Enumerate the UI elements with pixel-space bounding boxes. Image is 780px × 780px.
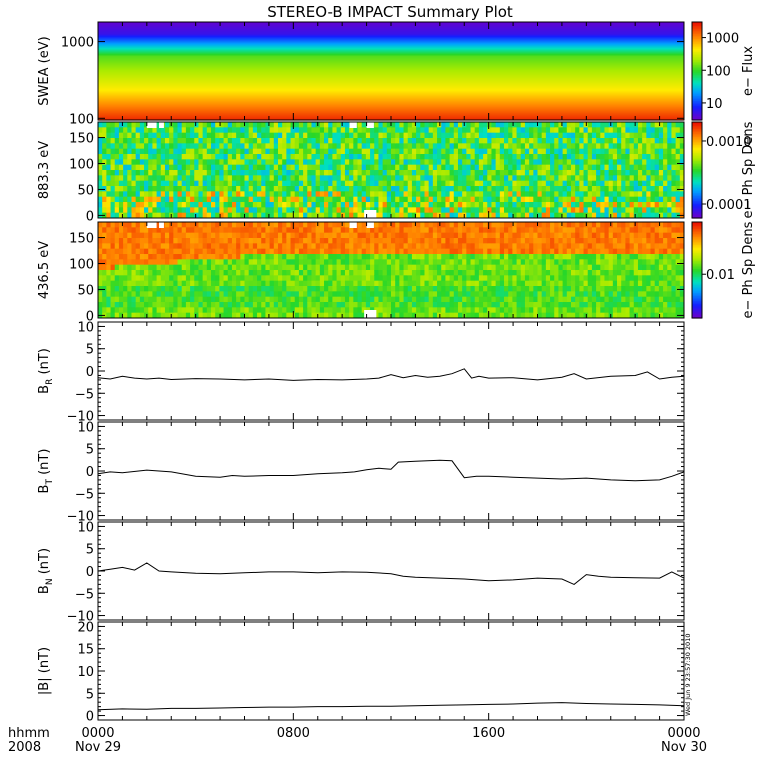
y-tick-label: −5	[75, 487, 94, 502]
series-line-bt	[97, 459, 685, 482]
y-tick-label: 10	[77, 420, 94, 435]
panel-br: −10 −5 0 5 10 BR (nT)	[37, 320, 685, 425]
colorbar-tick-label: 1000	[706, 32, 739, 47]
colorbar-tick-label: 0.01	[706, 268, 735, 283]
x-tick-date: Nov 30	[661, 740, 707, 755]
y-tick-label: 100	[69, 158, 94, 173]
y-tick-label: 150	[69, 132, 94, 147]
y-axis-label: BR (nT)	[37, 348, 55, 394]
panel-frame	[97, 621, 685, 721]
colorbar-tick-label: 0.0001	[706, 198, 752, 213]
colorbar-tick-label: 0.0010	[706, 135, 752, 150]
y-axis-label: SWEA (eV)	[37, 36, 52, 105]
colorbar-label: e− Flux	[741, 46, 756, 96]
heatmap-pad883	[98, 122, 685, 219]
y-tick-label: 5	[86, 343, 94, 358]
y-axis-label: BT (nT)	[37, 449, 55, 494]
y-tick-label: 150	[69, 232, 94, 247]
colorbar-tick-label: 100	[706, 64, 731, 79]
panel-pad436: 0.01 e− Ph Sp Dens 0 50 100 150 436.5 eV	[37, 221, 756, 324]
y-tick-label: 0	[86, 710, 94, 725]
series-line-bmag	[97, 702, 685, 711]
colorbar-tick-label: 10	[706, 97, 723, 112]
x-tick-date: Nov 29	[75, 740, 121, 755]
y-tick-label: 0	[86, 365, 94, 380]
y-tick-label: 50	[77, 283, 94, 298]
y-tick-label: 50	[77, 183, 94, 198]
y-tick-label: 0	[86, 309, 94, 324]
y-tick-label: 5	[86, 543, 94, 558]
x-row2-label: 2008	[8, 740, 41, 755]
y-tick-label: −10	[67, 510, 94, 525]
x-tick-time: 0000	[667, 726, 700, 741]
y-axis-label: 436.5 eV	[37, 241, 52, 299]
panel-bt: −10 −5 0 5 10 BT (nT)	[37, 420, 685, 525]
plot-title: STEREO-B IMPACT Summary Plot	[267, 3, 513, 21]
y-tick-label: −5	[75, 387, 94, 402]
y-tick-label: −10	[67, 410, 94, 425]
y-tick-label: 0	[86, 209, 94, 224]
heatmap-swea	[98, 22, 684, 121]
y-axis-label: |B| (nT)	[37, 647, 52, 695]
colorbar-label: e− Ph Sp Dens	[741, 221, 756, 318]
panel-bn: −10 −5 0 5 10 BN (nT)	[37, 520, 685, 625]
y-tick-label: 5	[86, 687, 94, 702]
series-line-bn	[97, 562, 685, 585]
y-tick-label: 15	[77, 643, 94, 658]
y-tick-label: 10	[77, 320, 94, 335]
y-tick-label: 5	[86, 443, 94, 458]
x-tick-time: 0800	[277, 726, 310, 741]
y-axis-label: 883.3 eV	[37, 141, 52, 199]
y-tick-label: 100	[69, 112, 94, 127]
y-tick-label: 10	[77, 520, 94, 535]
x-row1-label: hhmm	[8, 726, 50, 741]
y-tick-label: 20	[77, 620, 94, 635]
panel-bmag: 0 5 10 15 20 |B| (nT)	[37, 620, 685, 725]
series-line-br	[97, 368, 685, 381]
y-tick-label: −5	[75, 587, 94, 602]
timestamp: Wed Jun 9 23:57:30 2010	[684, 634, 692, 716]
y-tick-label: 10	[77, 665, 94, 680]
y-tick-label: 1000	[61, 36, 94, 51]
colorbar-label: e− Ph Sp Dens	[741, 121, 756, 218]
y-axis-label: BN (nT)	[37, 548, 55, 594]
y-tick-label: 0	[86, 465, 94, 480]
colorbar-pad436: 0.01 e− Ph Sp Dens	[691, 221, 756, 319]
y-tick-label: −10	[67, 610, 94, 625]
y-tick-label: 0	[86, 565, 94, 580]
x-tick-time: 0000	[81, 726, 114, 741]
x-tick-time: 1600	[472, 726, 505, 741]
y-tick-label: 100	[69, 258, 94, 273]
heatmap-pad436	[98, 222, 685, 319]
